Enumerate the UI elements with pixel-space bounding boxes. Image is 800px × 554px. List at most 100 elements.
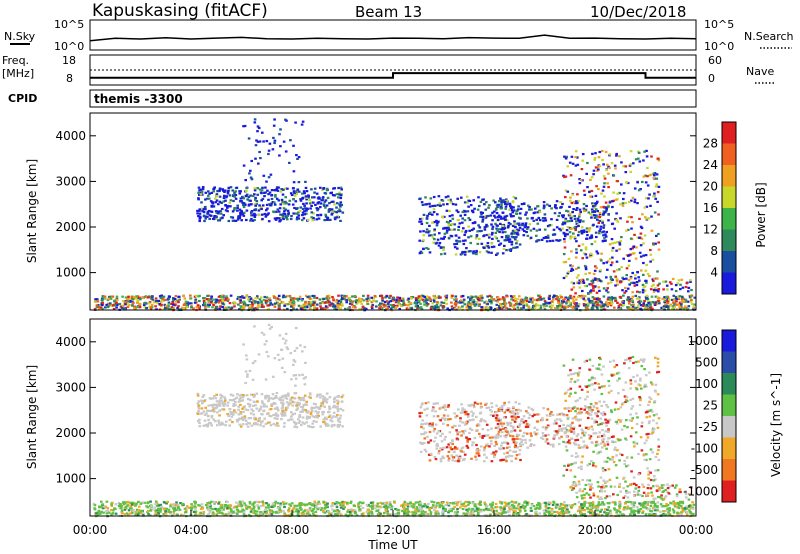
echo-cell — [236, 209, 239, 212]
echo-cell — [204, 423, 208, 426]
freq-strip: Freq. [MHz] 18 8 60 0 Nave — [2, 54, 775, 86]
echo-cell — [115, 295, 119, 298]
echo-cell — [613, 227, 616, 230]
echo-cell — [232, 413, 235, 416]
echo-cell — [611, 242, 614, 245]
echo-cell — [453, 412, 456, 415]
echo-cell — [336, 304, 339, 307]
echo-cell — [563, 464, 566, 467]
echo-cell — [610, 162, 614, 165]
echo-cell — [336, 405, 339, 408]
echo-cell — [528, 413, 532, 416]
echo-cell — [586, 479, 589, 482]
echo-cell — [222, 200, 225, 203]
echo-cell — [131, 300, 134, 303]
echo-cell — [107, 305, 110, 308]
echo-cell — [490, 295, 493, 299]
echo-cell — [433, 204, 437, 207]
echo-cell — [497, 296, 500, 299]
echo-cell — [564, 296, 567, 299]
echo-cell — [341, 409, 345, 412]
echo-cell — [644, 181, 648, 184]
echo-cell — [220, 297, 223, 300]
echo-cell — [552, 294, 556, 297]
echo-cell — [341, 394, 345, 397]
echo-cell — [336, 402, 340, 405]
echo-cell — [238, 192, 242, 195]
echo-cell — [645, 374, 648, 377]
echo-cell — [449, 219, 452, 223]
echo-cell — [595, 413, 598, 417]
echo-cell — [231, 399, 235, 402]
echo-cell — [589, 413, 593, 416]
echo-cell — [475, 251, 478, 254]
echo-cell — [519, 207, 523, 210]
echo-cell — [619, 203, 622, 206]
echo-cell — [503, 202, 507, 205]
echo-cell — [203, 400, 206, 403]
echo-cell — [599, 269, 602, 272]
echo-cell — [494, 231, 498, 234]
echo-cell — [572, 427, 575, 431]
echo-cell — [453, 228, 456, 231]
freq-label-line2: [MHz] — [2, 67, 34, 80]
echo-cell — [562, 221, 565, 224]
echo-cell — [590, 301, 593, 304]
echo-cell — [607, 468, 611, 471]
echo-cell — [464, 239, 467, 242]
echo-cell — [360, 308, 364, 311]
echo-cell — [506, 451, 509, 454]
echo-cell — [488, 300, 491, 303]
echo-cell — [538, 294, 542, 297]
echo-cell — [274, 424, 278, 427]
echo-cell — [499, 199, 503, 202]
echo-cell — [269, 415, 273, 418]
echo-cell — [336, 210, 340, 213]
echo-cell — [596, 308, 599, 311]
echo-cell — [250, 178, 254, 181]
echo-cell — [647, 302, 650, 305]
echo-cell — [289, 297, 293, 300]
echo-cell — [330, 302, 333, 305]
echo-cell — [261, 217, 264, 221]
echo-cell — [225, 295, 228, 298]
echo-cell — [592, 432, 596, 435]
echo-cell — [526, 411, 530, 415]
echo-cell — [598, 150, 602, 154]
echo-cell — [580, 465, 583, 468]
echo-cell — [170, 306, 174, 309]
echo-cell — [127, 300, 130, 303]
echo-cell — [217, 212, 220, 215]
echo-cell — [473, 207, 476, 210]
echo-cell — [472, 441, 475, 444]
echo-cell — [622, 476, 626, 479]
echo-cell — [263, 212, 267, 216]
echo-cell — [281, 215, 285, 218]
echo-cell — [242, 197, 246, 200]
echo-cell — [287, 404, 290, 407]
echo-cell — [107, 297, 111, 300]
echo-cell — [292, 144, 295, 147]
echo-cell — [542, 219, 545, 222]
echo-cell — [687, 286, 691, 289]
echo-cell — [476, 447, 479, 451]
echo-cell — [252, 413, 256, 416]
echo-cell — [591, 376, 594, 379]
echo-cell — [217, 219, 220, 222]
echo-cell — [470, 228, 474, 232]
echo-cell — [504, 207, 507, 210]
echo-cell — [515, 435, 519, 438]
echo-cell — [321, 307, 324, 310]
echo-cell — [537, 239, 541, 242]
echo-cell — [512, 412, 515, 415]
echo-cell — [585, 446, 589, 449]
echo-cell — [313, 305, 316, 308]
echo-cell — [519, 298, 523, 301]
echo-cell — [522, 202, 526, 205]
echo-cell — [597, 168, 600, 171]
echo-cell — [348, 302, 352, 305]
echo-cell — [601, 304, 605, 307]
echo-cell — [275, 210, 278, 213]
echo-cell — [444, 417, 447, 420]
echo-cell — [614, 401, 618, 404]
